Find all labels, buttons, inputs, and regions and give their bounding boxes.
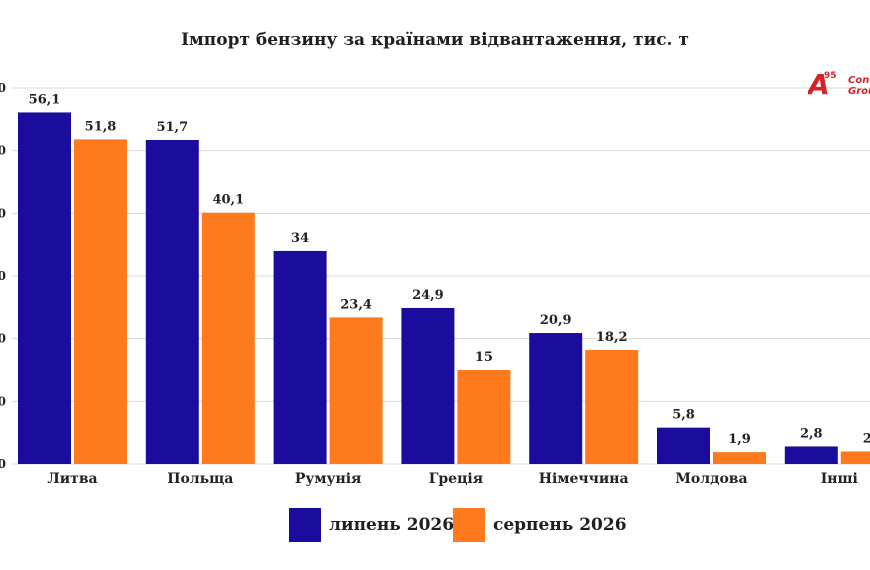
y-axis-ticks: 0 0 0 0 0 0 0 xyxy=(0,81,6,471)
data-label: 34 xyxy=(291,231,309,246)
bar-august xyxy=(713,452,766,464)
bar-august xyxy=(329,317,383,464)
data-label: 5,8 xyxy=(672,408,695,423)
y-tick-label: 0 xyxy=(0,394,6,408)
logo-text-line1: Con xyxy=(848,75,870,86)
data-label: 24,9 xyxy=(412,288,444,303)
company-logo: A 95 Con Grou xyxy=(808,70,870,102)
data-label: 1,9 xyxy=(728,432,751,447)
legend-item-august: серпень 2026 xyxy=(453,508,627,542)
bar-chart: 0 0 0 0 0 0 0 56,1 51,8 51,7 40,1 34 23,4 24,9 15 20,9… xyxy=(0,81,870,487)
chart-legend: липень 2026 серпень 2026 xyxy=(0,508,870,542)
bar-august xyxy=(457,370,511,464)
data-label: 51,7 xyxy=(156,120,188,135)
x-tick-label: Румунія xyxy=(295,471,362,487)
legend-swatch-august xyxy=(453,508,485,542)
bar-august xyxy=(585,349,639,464)
y-tick-label: 0 xyxy=(0,206,6,220)
legend-label-july: липень 2026 xyxy=(329,515,455,535)
legend-item-july: липень 2026 xyxy=(289,508,454,542)
bar-july xyxy=(401,307,455,464)
data-label: 20,9 xyxy=(540,313,572,328)
legend-swatch-july xyxy=(289,508,321,542)
data-label: 51,8 xyxy=(85,119,117,134)
logo-text-line2: Grou xyxy=(848,86,870,97)
data-label: 2,8 xyxy=(800,426,823,441)
logo-mark: A xyxy=(808,70,830,101)
bar-august xyxy=(840,451,870,464)
bar-july xyxy=(273,250,327,464)
y-tick-label: 0 xyxy=(0,144,6,158)
x-axis-ticks: Литва Польща Румунія Греція Німеччина Молдова… xyxy=(47,471,858,487)
bar-july xyxy=(784,446,838,464)
x-tick-label: Польща xyxy=(167,471,233,487)
x-tick-label: Інші xyxy=(821,471,858,487)
bar-august xyxy=(74,139,127,465)
y-tick-label: 0 xyxy=(0,457,6,471)
data-label: 18,2 xyxy=(596,330,628,345)
bar-july xyxy=(18,112,71,464)
legend-label-august: серпень 2026 xyxy=(493,515,627,535)
bar-july xyxy=(657,427,710,464)
data-label: 40,1 xyxy=(212,193,244,208)
x-tick-label: Німеччина xyxy=(539,471,629,487)
data-labels: 56,1 51,8 51,7 40,1 34 23,4 24,9 15 20,9 18,2 5,8 1… xyxy=(29,92,870,447)
bar-august xyxy=(201,212,255,464)
y-tick-label: 0 xyxy=(0,81,6,95)
logo-number: 95 xyxy=(824,71,837,81)
data-label: 23,4 xyxy=(340,297,372,312)
data-label: 2 xyxy=(863,431,870,446)
data-label: 15 xyxy=(475,350,493,365)
y-tick-label: 0 xyxy=(0,332,6,346)
y-tick-label: 0 xyxy=(0,269,6,283)
data-label: 56,1 xyxy=(29,92,61,107)
x-tick-label: Греція xyxy=(429,471,483,487)
bar-july xyxy=(145,140,199,464)
x-tick-label: Молдова xyxy=(675,471,747,487)
bar-july xyxy=(529,333,583,464)
bars xyxy=(18,112,870,465)
chart-title: Імпорт бензину за країнами відвантаження… xyxy=(181,30,689,50)
x-tick-label: Литва xyxy=(47,471,97,487)
